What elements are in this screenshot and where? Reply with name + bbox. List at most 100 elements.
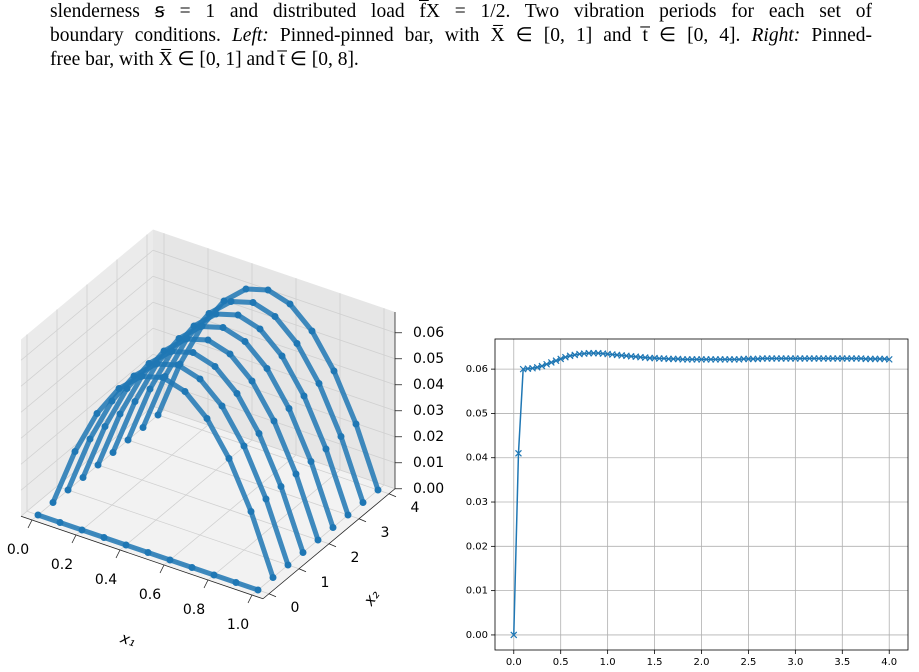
point bbox=[189, 349, 197, 356]
point bbox=[278, 352, 286, 360]
point bbox=[182, 335, 190, 343]
point bbox=[197, 323, 205, 330]
y-tick-label: 0.01 bbox=[466, 586, 488, 597]
point bbox=[374, 486, 382, 494]
point bbox=[203, 415, 211, 422]
point bbox=[78, 526, 86, 534]
point bbox=[256, 325, 264, 333]
point bbox=[277, 483, 285, 490]
point bbox=[299, 549, 307, 556]
y-tick-label: 4 bbox=[411, 500, 420, 516]
marker bbox=[543, 360, 551, 368]
grid-line bbox=[86, 460, 330, 545]
point bbox=[263, 365, 271, 372]
grid-line bbox=[20, 405, 154, 517]
grid-line bbox=[20, 249, 154, 361]
tick-mark bbox=[159, 564, 165, 574]
x-tick-label: 0.8 bbox=[183, 602, 205, 618]
point bbox=[166, 556, 174, 564]
point bbox=[122, 541, 130, 549]
x-tick-label: 0.0 bbox=[506, 657, 522, 668]
tick-mark bbox=[115, 549, 121, 559]
point bbox=[34, 511, 42, 519]
grid-line bbox=[20, 275, 154, 387]
grid-line bbox=[20, 327, 154, 439]
x-tick-label: 3.0 bbox=[787, 657, 803, 668]
y-tick-label: 0 bbox=[291, 600, 300, 616]
marker bbox=[515, 449, 522, 457]
point bbox=[188, 564, 196, 571]
z-tick-label: 0.05 bbox=[413, 351, 444, 367]
caption-text: Pinned-pinned bar, with X̅ ∈ [0, 1] and … bbox=[268, 25, 752, 46]
y-tick-label: 0.06 bbox=[466, 364, 488, 375]
x-tick-label: 1.5 bbox=[647, 657, 663, 668]
point bbox=[255, 430, 263, 437]
point bbox=[344, 511, 352, 519]
marker bbox=[547, 359, 555, 366]
marker bbox=[510, 631, 518, 639]
point bbox=[115, 385, 123, 392]
tick-mark bbox=[27, 519, 33, 529]
x-tick-label: 0.5 bbox=[553, 657, 569, 668]
point bbox=[154, 411, 162, 419]
y-axis-label: x₂ bbox=[359, 586, 383, 609]
point bbox=[292, 470, 300, 478]
point bbox=[137, 373, 145, 380]
tick-mark bbox=[298, 568, 307, 573]
point bbox=[227, 298, 235, 305]
point bbox=[233, 390, 241, 397]
point bbox=[56, 519, 64, 526]
caption-text: free bar, with X̅ ∈ [0, 1] and t̅ ∈ [0, … bbox=[50, 49, 359, 70]
tick-mark bbox=[247, 594, 253, 604]
point bbox=[212, 310, 220, 318]
y-tick-label: 0.04 bbox=[466, 453, 488, 464]
point bbox=[159, 374, 167, 381]
point bbox=[93, 410, 101, 417]
marker bbox=[533, 363, 541, 371]
point bbox=[71, 448, 79, 455]
marker bbox=[538, 362, 546, 370]
point bbox=[124, 436, 132, 444]
tick-mark bbox=[203, 579, 209, 589]
point bbox=[248, 377, 256, 385]
marker bbox=[561, 353, 569, 361]
x-axis-label: x₁ bbox=[117, 628, 138, 650]
point bbox=[249, 299, 257, 306]
grid-line bbox=[20, 301, 154, 413]
point bbox=[254, 586, 262, 594]
point bbox=[174, 361, 182, 369]
z-tick-label: 0.03 bbox=[413, 403, 444, 419]
point bbox=[196, 375, 204, 383]
marker bbox=[885, 355, 893, 363]
point bbox=[79, 474, 87, 481]
point bbox=[49, 499, 57, 506]
caption-text: slenderness ꞩ = 1 and distributed load f… bbox=[50, 1, 872, 22]
point bbox=[64, 486, 72, 494]
tick-mark bbox=[328, 543, 337, 548]
marker bbox=[557, 355, 565, 363]
caption-text: Pinned- bbox=[800, 25, 872, 46]
x-tick-label: 1.0 bbox=[227, 617, 249, 633]
point bbox=[86, 435, 94, 443]
x-tick-label: 0.6 bbox=[139, 587, 161, 603]
point bbox=[308, 327, 316, 335]
x-tick-label: 0.4 bbox=[95, 572, 117, 588]
x-tick-label: 1.0 bbox=[600, 657, 616, 668]
point bbox=[247, 508, 255, 515]
caption-text: boundary conditions. bbox=[50, 25, 232, 46]
point bbox=[240, 442, 248, 450]
z-tick-label: 0.01 bbox=[413, 455, 444, 471]
point bbox=[314, 536, 322, 544]
y-tick-label: 2 bbox=[351, 550, 360, 566]
caption-text: Right: bbox=[751, 25, 801, 46]
point bbox=[293, 340, 301, 347]
grid-line bbox=[56, 485, 300, 570]
x-tick-label: 2.0 bbox=[694, 657, 710, 668]
point bbox=[218, 402, 226, 410]
x-tick-label: 0.0 bbox=[7, 542, 29, 558]
point bbox=[359, 499, 367, 506]
point bbox=[286, 300, 294, 308]
z-tick-label: 0.02 bbox=[413, 429, 444, 445]
z-tick-label: 0.04 bbox=[413, 377, 444, 393]
